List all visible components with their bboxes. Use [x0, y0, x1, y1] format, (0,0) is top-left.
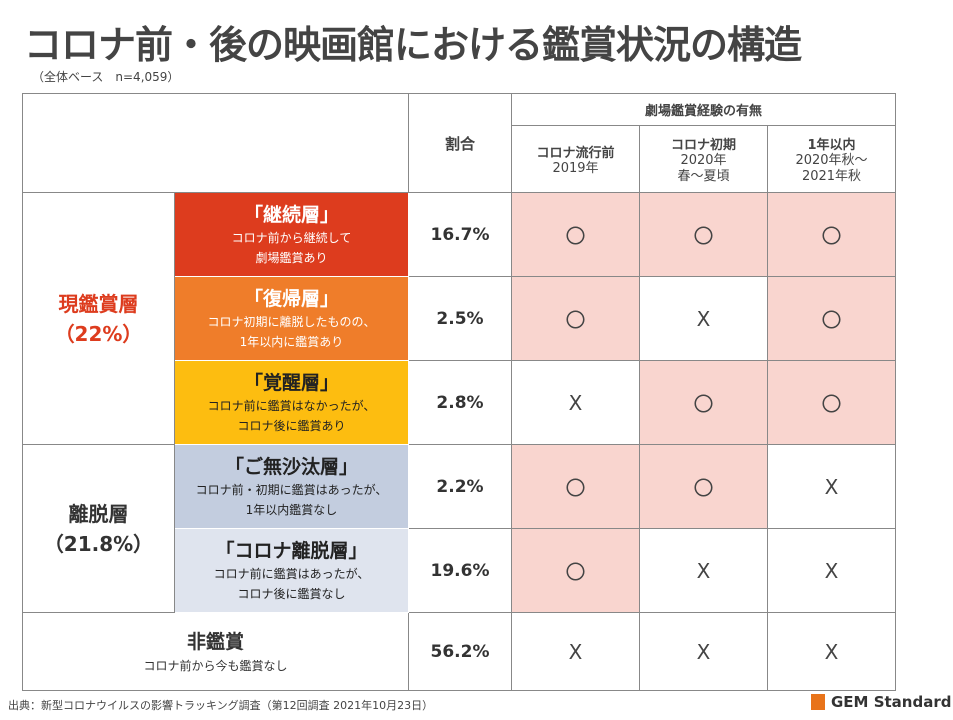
source-footer: 出典：新型コロナウイルスの影響トラッキング調査（第12回調査 2021年10月2…: [8, 699, 434, 712]
group-label: 現鑑賞層 （22%）: [22, 192, 175, 445]
segment-name: 「ご無沙汰層」: [224, 455, 358, 478]
segment-cell: 「覚醒層」コロナ前に鑑賞はなかったが、 コロナ後に鑑賞あり: [174, 360, 409, 445]
segment-name: 非鑑賞: [186, 630, 244, 653]
page-title: コロナ前・後の映画館における鑑賞状況の構造: [24, 23, 802, 67]
group-label: 離脱層 （21.8%）: [22, 444, 175, 613]
ratio-cell: 2.8%: [408, 360, 512, 445]
table-row: 「復帰層」 コロナ初期に離脱したものの、 1年以内に鑑賞あり 2.5% 〇 X 〇: [23, 276, 896, 361]
circle-mark: 〇: [511, 192, 640, 277]
table-row: 非鑑賞 コロナ前から今も鑑賞なし 56.2% X X X: [22, 612, 896, 691]
segment-desc: コロナ前から継続して: [231, 230, 352, 245]
segment-desc: コロナ前・初期に鑑賞はあったが、: [195, 482, 388, 497]
segment-name: 「コロナ離脱層」: [215, 539, 368, 562]
viewing-structure-table: 割合 劇場鑑賞経験の有無 コロナ流行前 2019年 コロナ初期 2020年 春～夏頃 1年…: [22, 93, 896, 691]
segment-cell: 「復帰層」コロナ初期に離脱したものの、 1年以内に鑑賞あり: [174, 276, 409, 361]
segment-cell: 「コロナ離脱層」コロナ前に鑑賞はあったが、 コロナ後に鑑賞なし: [174, 528, 409, 613]
cross-mark: X: [767, 612, 896, 691]
sample-base: （全体ベース n=4,059）: [32, 70, 180, 84]
circle-mark: 〇: [511, 276, 640, 361]
period-header: 1年以内 2020年秋～ 2021年秋: [767, 125, 896, 193]
ratio-cell: 2.5%: [408, 276, 512, 361]
period-sub: 2020年: [680, 152, 727, 168]
period-sub: 春～夏頃: [677, 168, 730, 184]
segment-name: 「復帰層」: [243, 287, 339, 310]
segment-desc: コロナ初期に離脱したものの、: [207, 314, 376, 329]
table-row: 「コロナ離脱層」 コロナ前に鑑賞はあったが、 コロナ後に鑑賞なし 19.6% 〇 X X: [23, 528, 896, 613]
cross-mark: X: [511, 360, 640, 445]
group-pct: （22%）: [54, 321, 143, 346]
period-sub: 2020年秋～: [795, 152, 868, 168]
table-row: 離脱層 （21.8%） 「ご無沙汰層」コロナ前・初期に鑑賞はあったが、 1年以内鑑賞な…: [22, 444, 896, 613]
cross-mark: X: [511, 612, 640, 691]
period-header: コロナ初期 2020年 春～夏頃: [639, 125, 768, 193]
cross-mark: X: [639, 612, 768, 691]
circle-mark: 〇: [767, 276, 896, 361]
empty-header: [22, 93, 409, 193]
group-pct: （21.8%）: [43, 531, 154, 556]
segment-desc: コロナ前に鑑賞はなかったが、: [207, 398, 376, 413]
logo-mark-icon: [811, 694, 825, 710]
ratio-header: 割合: [408, 93, 512, 193]
ratio-cell: 2.2%: [408, 444, 512, 529]
period-name: コロナ流行前: [536, 145, 615, 161]
segment-cell: 「継続層」コロナ前から継続して 劇場鑑賞あり: [174, 192, 409, 277]
segment-desc: コロナ前に鑑賞はあったが、: [213, 566, 370, 581]
logo-text: GEM Standard: [831, 693, 952, 711]
segment-desc: コロナ後に鑑賞なし: [237, 586, 346, 601]
ratio-cell: 56.2%: [408, 612, 512, 691]
group-name: 現鑑賞層: [58, 291, 139, 316]
table-row: 現鑑賞層 （22%） 「継続層」 コロナ前から継続して 劇場鑑賞あり 16.7% 〇〇〇: [22, 192, 896, 445]
segment-name: 「継続層」: [243, 203, 339, 226]
cross-mark: X: [639, 276, 768, 361]
circle-mark: 〇: [767, 360, 896, 445]
period-sub: 2021年秋: [801, 168, 862, 184]
period-sub: 2019年: [552, 160, 599, 176]
period-name: 1年以内: [807, 137, 856, 153]
segment-name: 「覚醒層」: [243, 371, 339, 394]
segment-cell: 非鑑賞コロナ前から今も鑑賞なし: [22, 612, 409, 691]
logo: GEM Standard: [811, 693, 951, 711]
group-name: 離脱層: [68, 501, 129, 526]
segment-desc: 劇場鑑賞あり: [255, 250, 328, 265]
experience-header: 劇場鑑賞経験の有無: [511, 93, 896, 126]
segment-cell: 「ご無沙汰層」コロナ前・初期に鑑賞はあったが、 1年以内鑑賞なし: [174, 444, 409, 529]
circle-mark: 〇: [511, 528, 640, 613]
circle-mark: 〇: [639, 444, 768, 529]
cross-mark: X: [639, 528, 768, 613]
segment-desc: コロナ前から今も鑑賞なし: [143, 658, 288, 673]
segment-desc: 1年以内に鑑賞あり: [239, 334, 344, 349]
period-header: コロナ流行前 2019年: [511, 125, 640, 193]
segment-desc: コロナ後に鑑賞あり: [237, 418, 346, 433]
segment-desc: 1年以内鑑賞なし: [245, 502, 338, 517]
ratio-cell: 16.7%: [408, 192, 512, 277]
table-row: 「覚醒層」 コロナ前に鑑賞はなかったが、 コロナ後に鑑賞あり 2.8% X 〇〇: [23, 360, 896, 445]
ratio-cell: 19.6%: [408, 528, 512, 613]
circle-mark: 〇: [639, 192, 768, 277]
period-name: コロナ初期: [670, 137, 736, 153]
circle-mark: 〇: [639, 360, 768, 445]
cross-mark: X: [767, 528, 896, 613]
circle-mark: 〇: [767, 192, 896, 277]
cross-mark: X: [767, 444, 896, 529]
circle-mark: 〇: [511, 444, 640, 529]
